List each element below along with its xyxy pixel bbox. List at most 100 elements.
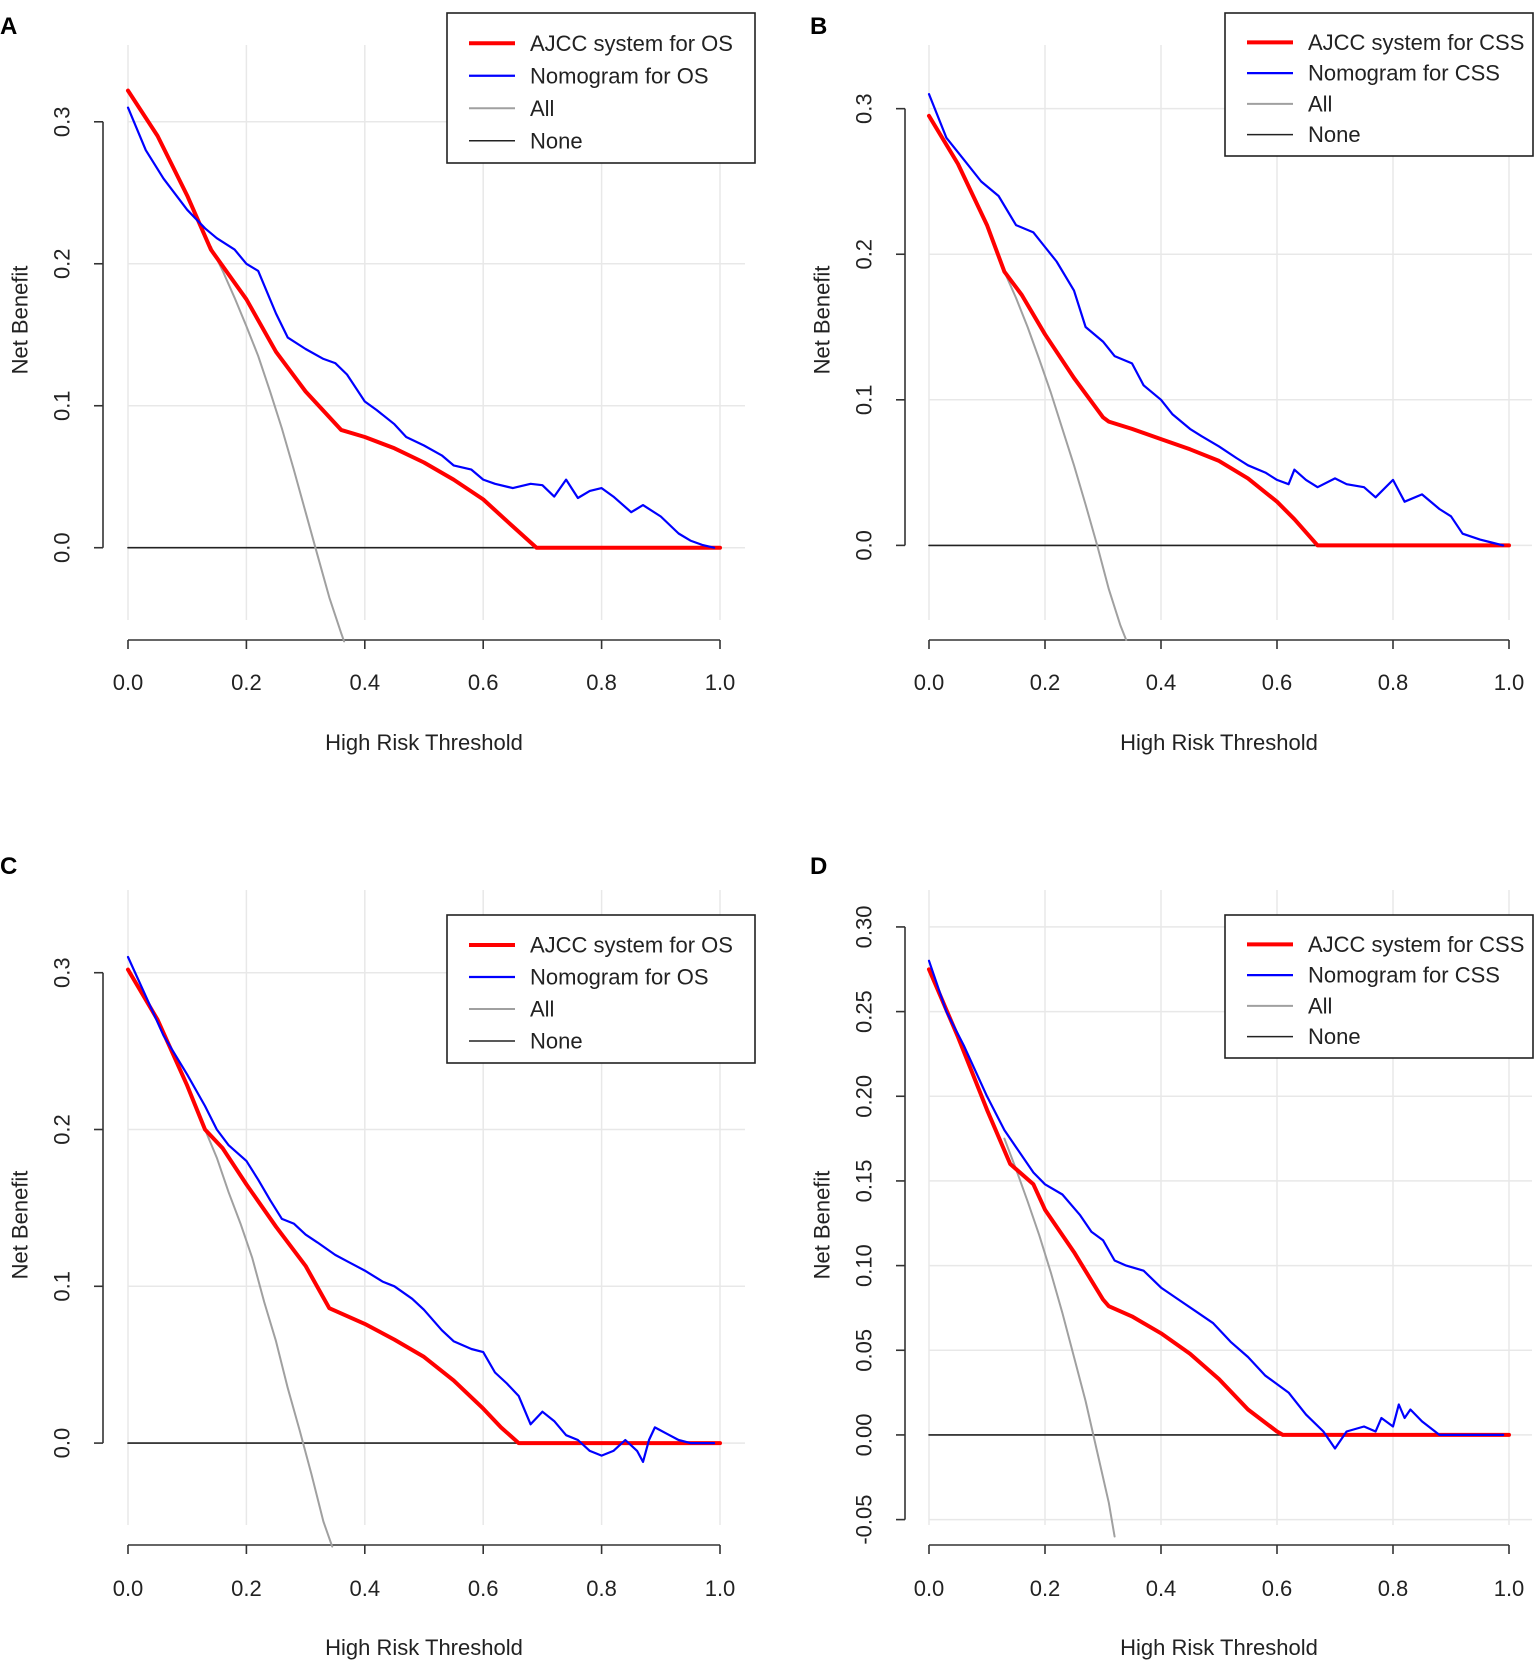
y-tick-label-c-3: 0.3 — [50, 957, 75, 988]
nomogram-line-b — [927, 92, 1505, 547]
y-tick-label-b-2: 0.2 — [852, 239, 877, 270]
legend-label-b-0: AJCC system for CSS — [1308, 30, 1524, 55]
all-line-c — [204, 1128, 334, 1548]
panel-b: B 0.0 0.1 0.2 0.3 Net Benefit 0.0 0.2 0.4 0.6 0.8 1… — [810, 12, 1534, 755]
y-axis-title-b: Net Benefit — [810, 266, 835, 375]
x-tick-label-c-1: 0.2 — [231, 1576, 262, 1601]
legend-label-a-0: AJCC system for OS — [530, 31, 733, 56]
legend-c: AJCC system for OS Nomogram for OS All None — [446, 914, 756, 1064]
x-tick-label-d-4: 0.8 — [1378, 1576, 1409, 1601]
plot-area-a — [126, 88, 722, 643]
x-tick-label-b-0: 0.0 — [914, 670, 945, 695]
legend-label-a-3: None — [530, 128, 583, 153]
y-tick-label-d-1: 0.00 — [852, 1414, 877, 1457]
x-tick-label-a-2: 0.4 — [350, 670, 381, 695]
x-tick-label-a-0: 0.0 — [113, 670, 144, 695]
panel-a: A 0.0 0.1 0.2 0.3 Net Benefit 0.0 0.2 0.4 0.6 0.8 1… — [0, 12, 756, 755]
ajcc-line-d — [927, 967, 1511, 1437]
x-axis-d: 0.0 0.2 0.4 0.6 0.8 1.0 High Risk Threshold — [914, 1544, 1525, 1660]
y-axis-title-c: Net Benefit — [8, 1171, 33, 1280]
panel-c: C 0.0 0.1 0.2 0.3 Net Benefit 0.0 0.2 0.4 0.6 0.8 1… — [0, 853, 756, 1660]
legend-label-d-2: All — [1308, 993, 1332, 1018]
y-tick-label-a-1: 0.1 — [50, 390, 75, 421]
y-tick-label-b-1: 0.1 — [852, 385, 877, 416]
x-tick-label-b-5: 1.0 — [1494, 670, 1525, 695]
x-axis-c: 0.0 0.2 0.4 0.6 0.8 1.0 High Risk Threshold — [113, 1544, 736, 1660]
y-tick-label-b-3: 0.3 — [852, 93, 877, 124]
y-tick-label-d-4: 0.15 — [852, 1160, 877, 1203]
y-tick-label-d-3: 0.10 — [852, 1244, 877, 1287]
nomogram-line-a — [126, 106, 716, 549]
nomogram-line-c — [126, 955, 716, 1464]
x-tick-label-b-2: 0.4 — [1146, 670, 1177, 695]
legend-b: AJCC system for CSS Nomogram for CSS All No… — [1224, 12, 1534, 157]
legend-label-b-3: None — [1308, 122, 1361, 147]
y-tick-label-d-6: 0.25 — [852, 990, 877, 1033]
x-axis-title-c: High Risk Threshold — [325, 1635, 523, 1660]
legend-label-b-2: All — [1308, 91, 1332, 116]
panel-letter-b: B — [810, 13, 827, 40]
plot-area-c — [126, 955, 722, 1548]
x-tick-label-b-1: 0.2 — [1030, 670, 1061, 695]
legend-label-c-0: AJCC system for OS — [530, 933, 733, 958]
x-axis-a: 0.0 0.2 0.4 0.6 0.8 1.0 High Risk Threshold — [113, 639, 735, 755]
all-line-b — [1003, 270, 1128, 641]
x-tick-label-d-3: 0.6 — [1262, 1576, 1293, 1601]
x-tick-label-c-5: 1.0 — [705, 1576, 736, 1601]
y-tick-label-c-1: 0.1 — [50, 1271, 75, 1302]
y-tick-label-a-3: 0.3 — [50, 106, 75, 137]
x-tick-label-b-4: 0.8 — [1378, 670, 1409, 695]
x-axis-b: 0.0 0.2 0.4 0.6 0.8 1.0 High Risk Threshold — [914, 639, 1525, 755]
x-tick-label-c-2: 0.4 — [350, 1576, 381, 1601]
panel-letter-d: D — [810, 853, 827, 880]
y-tick-label-b-0: 0.0 — [852, 530, 877, 561]
y-tick-label-d-7: 0.30 — [852, 906, 877, 949]
all-line-a — [209, 245, 346, 643]
y-tick-label-c-2: 0.2 — [50, 1114, 75, 1145]
legend-a: AJCC system for OS Nomogram for OS All None — [446, 12, 756, 164]
y-tick-label-d-2: 0.05 — [852, 1329, 877, 1372]
y-tick-label-d-0: -0.05 — [852, 1495, 877, 1545]
y-axis-a: 0.0 0.1 0.2 0.3 Net Benefit — [8, 106, 104, 563]
x-tick-label-b-3: 0.6 — [1262, 670, 1293, 695]
x-tick-label-d-2: 0.4 — [1146, 1576, 1177, 1601]
x-axis-title-b: High Risk Threshold — [1120, 730, 1318, 755]
y-axis-c: 0.0 0.1 0.2 0.3 Net Benefit — [8, 957, 104, 1458]
legend-box-b — [1224, 12, 1534, 157]
ajcc-line-b — [927, 113, 1511, 548]
x-tick-label-d-5: 1.0 — [1494, 1576, 1525, 1601]
x-tick-label-a-1: 0.2 — [231, 670, 262, 695]
x-axis-title-d: High Risk Threshold — [1120, 1635, 1318, 1660]
legend-label-a-1: Nomogram for OS — [530, 63, 709, 88]
x-tick-label-c-3: 0.6 — [468, 1576, 499, 1601]
y-axis-title-a: Net Benefit — [8, 266, 33, 375]
ajcc-line-a — [126, 88, 722, 550]
y-tick-label-d-5: 0.20 — [852, 1075, 877, 1118]
panel-d: D -0.05 0.00 0.05 0.10 0.15 0.20 0.25 0.30 Net Be… — [810, 853, 1534, 1660]
legend-d: AJCC system for CSS Nomogram for CSS All No… — [1224, 914, 1534, 1059]
y-tick-label-a-2: 0.2 — [50, 248, 75, 279]
x-tick-label-a-3: 0.6 — [468, 670, 499, 695]
ajcc-line-c — [126, 967, 722, 1446]
legend-label-c-2: All — [530, 997, 554, 1022]
legend-label-d-0: AJCC system for CSS — [1308, 932, 1524, 957]
legend-label-d-3: None — [1308, 1024, 1361, 1049]
y-axis-title-d: Net Benefit — [810, 1171, 835, 1280]
nomogram-line-d — [927, 959, 1505, 1450]
all-line-d — [1003, 1137, 1116, 1538]
legend-label-a-2: All — [530, 96, 554, 121]
y-tick-label-a-0: 0.0 — [50, 532, 75, 563]
legend-label-c-1: Nomogram for OS — [530, 965, 709, 990]
x-tick-label-c-0: 0.0 — [113, 1576, 144, 1601]
y-tick-label-c-0: 0.0 — [50, 1428, 75, 1459]
legend-box-d — [1224, 914, 1534, 1059]
y-axis-d: -0.05 0.00 0.05 0.10 0.15 0.20 0.25 0.30 Net Ben… — [810, 906, 906, 1545]
x-tick-label-d-1: 0.2 — [1030, 1576, 1061, 1601]
x-axis-title-a: High Risk Threshold — [325, 730, 523, 755]
legend-label-d-1: Nomogram for CSS — [1308, 963, 1500, 988]
panel-letter-a: A — [0, 13, 17, 40]
legend-label-c-3: None — [530, 1029, 583, 1054]
legend-box-c — [446, 914, 756, 1064]
x-tick-label-a-4: 0.8 — [586, 670, 617, 695]
